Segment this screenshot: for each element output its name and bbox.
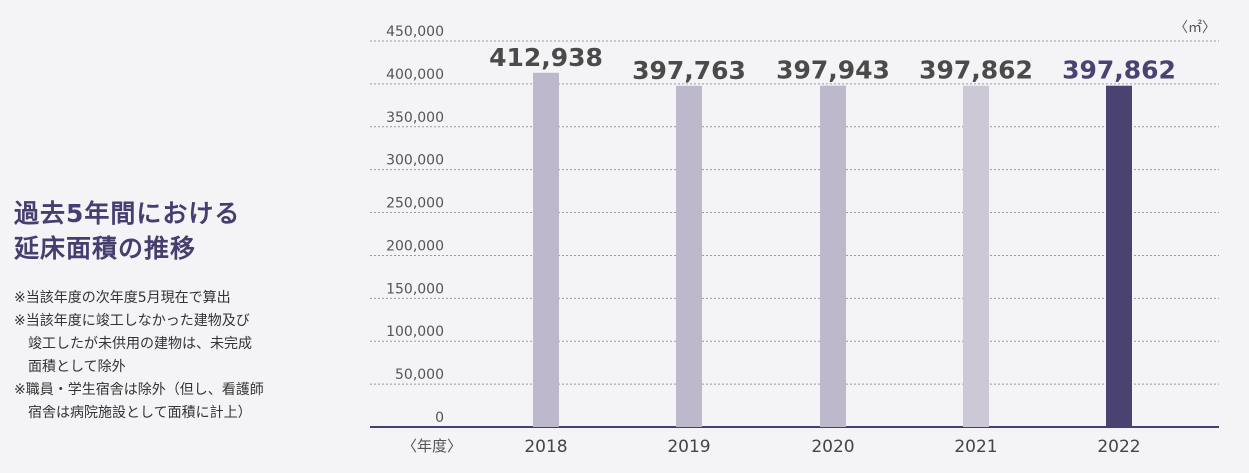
bars-layer [533, 72, 1132, 428]
y-tick-label: 50,000 [395, 367, 444, 383]
grid-layer: 0 50,000 100,000 150,000 200,000 250,000 300,0… [370, 24, 1219, 428]
bar-2020 [820, 85, 846, 428]
y-tick-label: 300,000 [386, 153, 444, 169]
note-item: ※職員・学生宿舎は除外（但し、看護師 宿舎は病院施設として面積に計上） [14, 379, 354, 425]
note-text: 竣工したが未供用の建物は、未完成 [28, 336, 252, 352]
note-text: ※職員・学生宿舎は除外（但し、看護師 [14, 382, 264, 398]
y-tick-label: 0 [435, 410, 444, 426]
bar-2022 [1106, 85, 1132, 428]
note-text: ※当該年度に竣工しなかった建物及び [14, 313, 250, 329]
y-tick-label: 450,000 [386, 24, 444, 40]
note-text: 宿舎は病院施設として面積に計上） [28, 405, 252, 421]
bar-2018 [533, 72, 559, 428]
bar-2021 [963, 85, 989, 428]
chart-heading: 過去5年間における 延床面積の推移 [14, 196, 354, 266]
y-tick-label: 350,000 [386, 110, 444, 126]
note-item: ※当該年度の次年度5月現在で算出 [14, 287, 354, 310]
chart-heading-line2: 延床面積の推移 [14, 234, 197, 263]
y-tick-label: 100,000 [386, 324, 444, 340]
x-tick-label: 2021 [954, 437, 997, 457]
x-axis-title: 〈年度〉 [402, 437, 462, 455]
chart-heading-line1: 過去5年間における [14, 199, 241, 228]
unit-label: 〈㎡〉 [1174, 20, 1216, 36]
bar-value-label: 397,943 [776, 56, 890, 85]
bar-value-label: 397,862 [919, 56, 1033, 85]
note-item: ※当該年度に竣工しなかった建物及び 竣工したが未供用の建物は、未完成 面積として… [14, 310, 354, 379]
notes: ※当該年度の次年度5月現在で算出 ※当該年度に竣工しなかった建物及び 竣工したが… [14, 287, 354, 425]
note-text: 面積として除外 [28, 359, 126, 375]
description-panel: 過去5年間における 延床面積の推移 ※当該年度の次年度5月現在で算出 ※当該年度… [14, 196, 354, 425]
y-tick-label: 400,000 [386, 67, 444, 83]
labels-layer: 412,938 2018 397,763 2019 397,943 2020 397,862… [489, 43, 1176, 457]
y-tick-label: 250,000 [386, 196, 444, 212]
bar-value-label: 397,862 [1062, 56, 1176, 85]
x-tick-label: 2019 [667, 437, 710, 457]
note-text: ※当該年度の次年度5月現在で算出 [14, 290, 231, 306]
x-tick-label: 2018 [524, 437, 567, 457]
x-tick-label: 2020 [811, 437, 854, 457]
y-tick-label: 150,000 [386, 281, 444, 297]
bar-value-label: 397,763 [632, 56, 746, 85]
y-tick-label: 200,000 [386, 238, 444, 254]
x-tick-label: 2022 [1097, 437, 1140, 457]
bar-value-label: 412,938 [489, 43, 603, 72]
bar-2019 [676, 85, 702, 427]
